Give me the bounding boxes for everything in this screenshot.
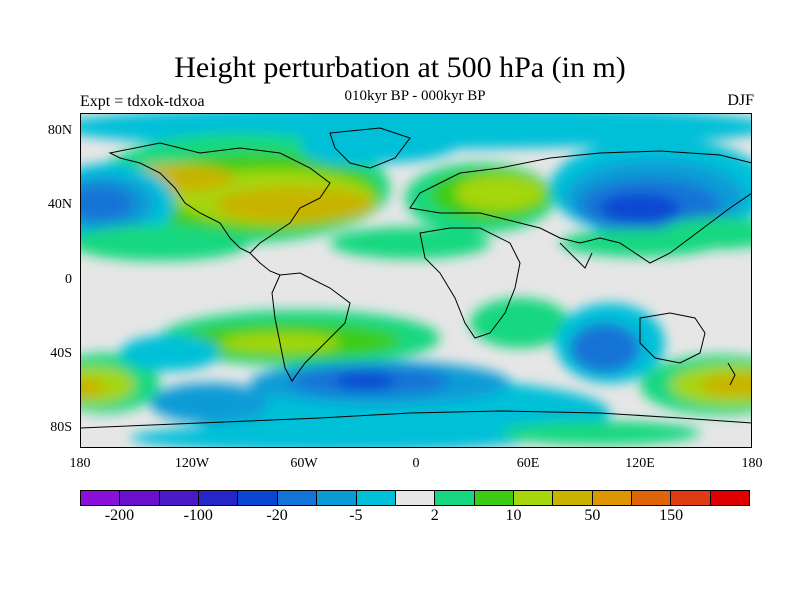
lat-tick-label: 40N	[47, 197, 72, 213]
page-title: Height perturbation at 500 hPa (in m)	[174, 51, 626, 84]
colorbar-tick-label: 50	[584, 507, 601, 524]
colorbar-tick-label: 2	[430, 507, 439, 524]
lon-tick-label: 180	[69, 456, 91, 471]
colorbar-swatch	[356, 491, 396, 505]
lat-tick-label: 80N	[47, 122, 72, 138]
colorbar-swatch	[553, 491, 593, 505]
lat-tick-label: 40S	[50, 345, 72, 361]
colorbar-swatch	[81, 491, 121, 505]
contour-fields	[80, 113, 752, 448]
lon-tick-label: 180	[741, 456, 763, 471]
colorbar-swatch	[671, 491, 711, 505]
colorbar-swatch	[199, 491, 239, 505]
map-panel	[80, 113, 752, 448]
lon-tick-label: 60E	[516, 456, 540, 471]
season-label: DJF	[727, 92, 754, 109]
colorbar-swatch	[513, 491, 554, 505]
colorbar-swatch	[159, 491, 200, 505]
lat-tick-label: 80S	[50, 420, 72, 436]
lon-tick-label: 0	[412, 456, 420, 471]
lon-tick-label: 60W	[290, 456, 318, 471]
colorbar-swatch	[395, 491, 436, 505]
colorbar-swatch	[474, 491, 514, 505]
colorbar-tick-label: 10	[505, 507, 522, 524]
map-plot	[80, 113, 752, 448]
colorbar-tick-label: -20	[266, 507, 288, 524]
colorbar-swatch	[277, 491, 318, 505]
lon-tick-label: 120W	[174, 456, 210, 471]
lon-tick-label: 120E	[625, 456, 655, 471]
colorbar-swatch	[710, 491, 750, 505]
colorbar-tick-label: -5	[349, 507, 363, 524]
colorbar-swatch	[592, 491, 633, 505]
experiment-label: Expt = tdxok-tdxoa	[80, 93, 205, 110]
colorbar-swatch	[120, 491, 160, 505]
colorbar-swatch	[435, 491, 475, 505]
subtitle: 010kyr BP - 000kyr BP	[344, 88, 486, 104]
lat-tick-label: 0	[65, 271, 72, 287]
colorbar-tick-label: -100	[183, 507, 213, 524]
map-frame	[80, 113, 752, 448]
colorbar-tick-label: -200	[104, 507, 135, 524]
colorbar-tick-label: 150	[659, 507, 684, 524]
colorbar-swatch	[317, 491, 357, 505]
coastlines	[80, 127, 752, 429]
colorbar-swatch	[632, 491, 672, 505]
colorbar	[80, 490, 750, 506]
colorbar-swatch	[238, 491, 278, 505]
